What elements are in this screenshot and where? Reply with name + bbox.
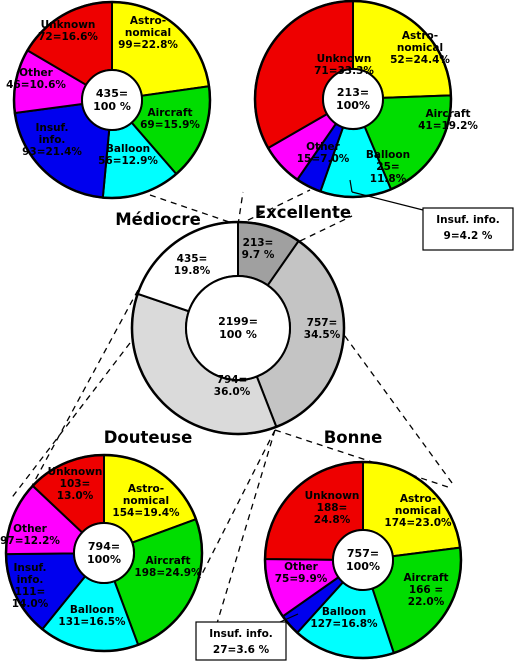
slice-label-aircraft: Aircraft 69=15.9% [140,107,200,131]
slice-label-m-diocre: 435= 19.8% [174,253,211,277]
slice-label-unknown: Unknown 103= 13.0% [48,466,103,502]
pie-title-excellente: Excellente [255,203,351,222]
slice-label-aircraft: Aircraft 166 = 22.0% [404,572,449,608]
pie-douteuse: 794= 100% Astro-nomical 154=19.4% Aircraft 19… [0,428,204,653]
callout-box [195,621,287,661]
pie-mediocre: 435= 100 % Astro-nomical 99=22.8% Aircraft 69… [6,0,212,229]
slice-label-unknown: Unknown 71=33.3% [314,53,374,77]
center-label: 794= 100% [87,540,121,566]
pie-center [322,68,384,130]
callout-leader [279,613,299,623]
slice-label-balloon: Balloon 131=16.5% [58,604,126,628]
pie-center [73,522,135,584]
center-label: 2199= 100 % [218,315,258,341]
connector-line [237,191,244,226]
callout-leader [351,191,424,211]
callout-box [422,207,514,251]
pie-center [332,529,394,591]
connector-line [237,189,311,226]
slice-label-other: Other 75=9.9% [275,561,328,585]
pie-center [185,275,291,381]
slice-label-other: Other 46=10.6% [6,67,66,91]
pie-center [81,69,143,131]
slice-label-unknown: Unknown 72=16.6% [38,19,98,43]
slice-label-unknown: Unknown 188= 24.8% [305,490,360,526]
pie-excellente: 213= 100% Astro-nomical 52=24.4% Aircraft 41=… [253,0,478,222]
connector-line [274,429,449,488]
slice-label-aircraft: Aircraft 41=19.2% [418,108,478,132]
pie-title-bonne: Bonne [324,428,383,447]
slice-label-astronomical: Astro-nomical 154=19.4% [112,483,180,519]
callout-excellente: Insuf. info. 9=4.2 % [349,179,514,251]
connector-line [214,429,276,631]
slice-label-other: Other 15=7.0% [297,141,350,165]
slice-label-astronomical: Astro-nomical 174=23.0% [384,493,452,529]
slice-label-excellente: 213= 9.7 % [242,237,275,261]
slice-label-astronomical: Astro-nomical 99=22.8% [118,15,178,51]
pie-outline [4,453,204,653]
callout-leader [349,179,353,193]
slice-label-douteuse: 794= 36.0% [214,374,251,398]
connector-line [199,429,276,579]
callout-bonne: Insuf. info. 27=3.6 % [195,613,299,661]
callout-text: Insuf. info. 27=3.6 % [209,628,273,656]
center-label: 757= 100% [346,547,380,573]
callout-text: Insuf. info. 9=4.2 % [436,214,500,242]
slice-label-insuf-info: Insuf. info. 93=21.4% [22,122,82,158]
slice-label-balloon: Balloon 25= 11.8% [366,149,410,185]
pie-outline [253,0,453,199]
slice-label-balloon: Balloon 56=12.9% [98,143,158,167]
slice-label-bonne: 757= 34.5% [304,317,341,341]
pie-outline [263,460,463,660]
slice-label-balloon: Balloon 127=16.8% [310,606,378,630]
pie-title-douteuse: Douteuse [104,428,193,447]
slice-label-astronomical: Astro-nomical 52=24.4% [390,30,450,66]
connector-line [299,215,353,242]
connector-line [149,194,239,226]
slice-label-aircraft: Aircraft 198=24.9% [134,555,202,579]
pie-ring: 2199= 100 % 213= 9.7 % 757= 34.5% 794= 36.0% 435… [130,220,346,436]
slice-label-insuf-info: Insuf. info. 111= 14.0% [12,562,49,610]
center-label: 435= 100 % [93,87,131,113]
pie-title-mediocre: Médiocre [115,210,201,229]
center-label: 213= 100% [336,86,370,112]
pie-outline [130,220,346,436]
slice-label-other: Other 97=12.2% [0,523,60,547]
pie-bonne: 757= 100%Astro-nomical 174=23.0% Aircraft 16… [263,428,463,660]
pie-outline [12,0,212,200]
